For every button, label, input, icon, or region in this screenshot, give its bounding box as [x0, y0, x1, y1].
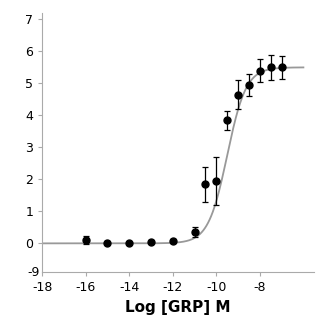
X-axis label: Log [GRP] M: Log [GRP] M: [125, 300, 231, 315]
Text: -9: -9: [27, 266, 39, 279]
